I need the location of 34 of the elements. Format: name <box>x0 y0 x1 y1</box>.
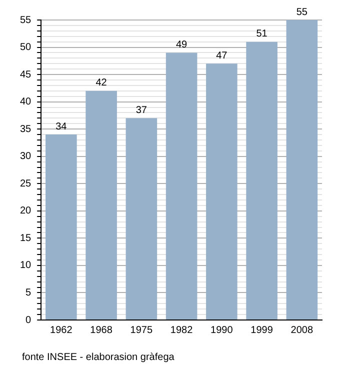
x-tick-label: 2008 <box>290 324 314 336</box>
bar <box>46 134 77 320</box>
x-tick-label: 1968 <box>90 324 113 336</box>
data-label: 34 <box>56 121 68 132</box>
data-label: 51 <box>256 28 268 40</box>
y-tick-label: 0 <box>26 314 32 326</box>
bar <box>286 20 318 320</box>
data-label: 47 <box>216 50 228 62</box>
bar <box>126 118 158 320</box>
y-tick-label: 10 <box>20 260 32 272</box>
y-tick-label: 45 <box>20 69 32 80</box>
x-tick-label: 1962 <box>50 324 73 336</box>
bar <box>166 52 198 320</box>
y-tick-label: 40 <box>20 96 32 108</box>
x-tick-label: 1975 <box>130 324 153 336</box>
x-tick-label: 1999 <box>250 324 274 336</box>
x-tick-label: 1982 <box>170 324 194 336</box>
y-tick-label: 35 <box>20 124 32 135</box>
y-tick-label: 5 <box>26 287 32 298</box>
y-tick-label: 15 <box>20 232 32 244</box>
y-tick-label: 20 <box>20 206 32 217</box>
data-label: 55 <box>296 6 308 18</box>
bar <box>86 90 117 320</box>
bar <box>246 42 278 320</box>
y-tick-label: 50 <box>20 42 32 54</box>
y-tick-label: 55 <box>20 14 32 26</box>
y-tick-label: 25 <box>20 178 32 190</box>
data-label: 37 <box>136 104 148 116</box>
y-tick-label: 30 <box>20 151 32 162</box>
data-label: 49 <box>176 39 188 50</box>
source-note: fonte INSEE - elaborasion gràfega <box>22 352 174 363</box>
bar <box>206 64 238 320</box>
x-tick-label: 1990 <box>210 324 234 336</box>
data-label: 42 <box>96 78 108 89</box>
